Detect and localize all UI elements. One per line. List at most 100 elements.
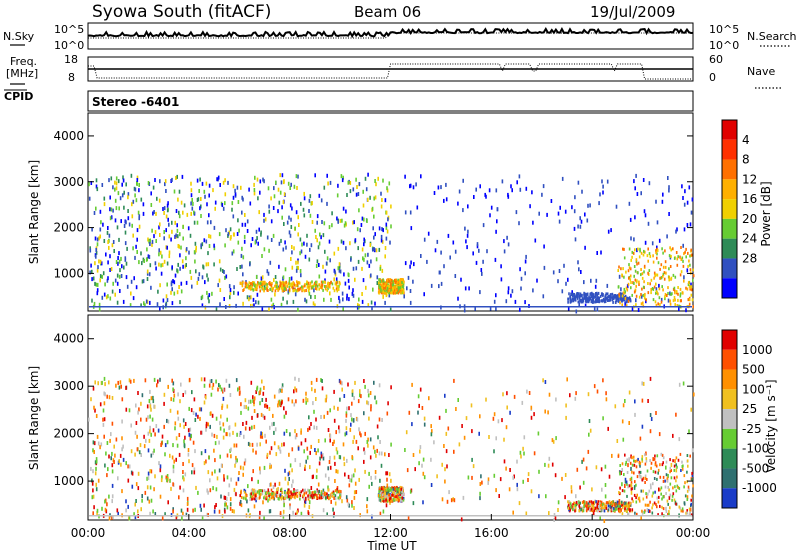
echo-cell xyxy=(384,198,387,203)
echo-cell xyxy=(565,281,567,286)
echo-cell xyxy=(257,281,259,285)
echo-cell xyxy=(278,446,281,451)
echo-cell xyxy=(653,457,656,461)
echo-cell xyxy=(581,459,583,464)
echo-cell xyxy=(624,501,627,505)
echo-cell xyxy=(345,418,347,423)
echo-cell xyxy=(685,247,687,251)
echo-cell xyxy=(576,500,579,504)
echo-cell xyxy=(401,499,404,503)
echo-cell xyxy=(660,276,663,280)
echo-cell xyxy=(644,481,646,484)
echo-cell xyxy=(92,488,94,493)
colorbar-swatch xyxy=(722,409,737,429)
echo-cell xyxy=(668,488,670,492)
echo-cell xyxy=(292,281,295,285)
echo-cell xyxy=(378,498,380,502)
echo-cell xyxy=(232,249,235,254)
echo-cell xyxy=(269,425,271,430)
echo-cell xyxy=(208,455,210,460)
echo-cell xyxy=(153,404,155,409)
echo-cell xyxy=(387,283,389,287)
echo-cell xyxy=(113,249,115,253)
echo-cell xyxy=(553,518,555,522)
echo-cell xyxy=(622,293,625,297)
echo-cell xyxy=(149,429,151,434)
echo-cell xyxy=(417,394,420,399)
echo-cell xyxy=(413,262,415,267)
echo-cell xyxy=(228,284,231,289)
echo-cell xyxy=(639,436,642,441)
echo-cell xyxy=(170,486,172,491)
echo-cell xyxy=(525,511,528,516)
echo-cell xyxy=(122,178,125,183)
echo-cell xyxy=(263,179,265,184)
echo-cell xyxy=(464,286,467,291)
echo-cell xyxy=(673,498,676,502)
echo-cell xyxy=(130,449,133,454)
echo-cell xyxy=(320,285,323,289)
echo-cell xyxy=(649,376,652,381)
echo-cell xyxy=(603,503,606,507)
echo-cell xyxy=(444,393,446,398)
echo-cell xyxy=(667,292,669,295)
echo-cell xyxy=(656,454,659,458)
echo-cell xyxy=(291,399,294,404)
echo-cell xyxy=(341,499,343,504)
echo-cell xyxy=(621,512,624,516)
echo-cell xyxy=(460,277,462,282)
echo-cell xyxy=(106,278,109,283)
echo-cell xyxy=(326,173,328,178)
echo-cell xyxy=(657,261,660,265)
echo-cell xyxy=(495,488,497,493)
echo-cell xyxy=(291,250,293,255)
echo-cell xyxy=(268,509,271,514)
echo-cell xyxy=(589,292,591,296)
echo-cell xyxy=(686,459,689,463)
echo-cell xyxy=(392,289,394,293)
echo-cell xyxy=(670,292,672,296)
echo-cell xyxy=(253,191,256,196)
echo-cell xyxy=(630,476,633,481)
echo-cell xyxy=(304,254,307,259)
echo-cell xyxy=(182,470,184,474)
echo-cell xyxy=(245,494,248,497)
echo-cell xyxy=(385,222,388,227)
echo-cell xyxy=(515,210,518,215)
echo-cell xyxy=(101,506,103,511)
echo-cell xyxy=(205,181,208,186)
echo-cell xyxy=(346,406,348,411)
echo-cell xyxy=(281,442,283,447)
echo-cell xyxy=(261,306,264,311)
echo-cell xyxy=(125,220,127,225)
echo-cell xyxy=(692,278,694,282)
echo-cell xyxy=(370,273,372,278)
echo-cell xyxy=(225,378,228,383)
echo-cell xyxy=(383,488,386,492)
echo-cell xyxy=(516,487,519,492)
echo-cell xyxy=(165,245,167,250)
echo-cell xyxy=(283,179,285,184)
echo-cell xyxy=(401,490,403,494)
echo-cell xyxy=(628,201,631,206)
echo-cell xyxy=(326,288,329,292)
echo-cell xyxy=(332,442,334,446)
echo-cell xyxy=(604,299,607,303)
echo-cell xyxy=(148,239,151,244)
echo-cell xyxy=(686,511,689,515)
echo-cell xyxy=(422,500,424,505)
echo-cell xyxy=(621,292,624,296)
echo-cell xyxy=(677,458,680,462)
echo-cell xyxy=(599,507,601,511)
echo-cell xyxy=(674,275,677,279)
echo-cell xyxy=(660,492,662,496)
echo-cell xyxy=(382,287,385,291)
echo-cell xyxy=(90,397,92,402)
echo-cell xyxy=(154,512,157,516)
echo-cell xyxy=(408,410,411,415)
echo-cell xyxy=(288,477,290,481)
echo-cell xyxy=(686,454,689,457)
echo-cell xyxy=(625,507,628,511)
cpid-value: Stereo -6401 xyxy=(92,95,179,109)
